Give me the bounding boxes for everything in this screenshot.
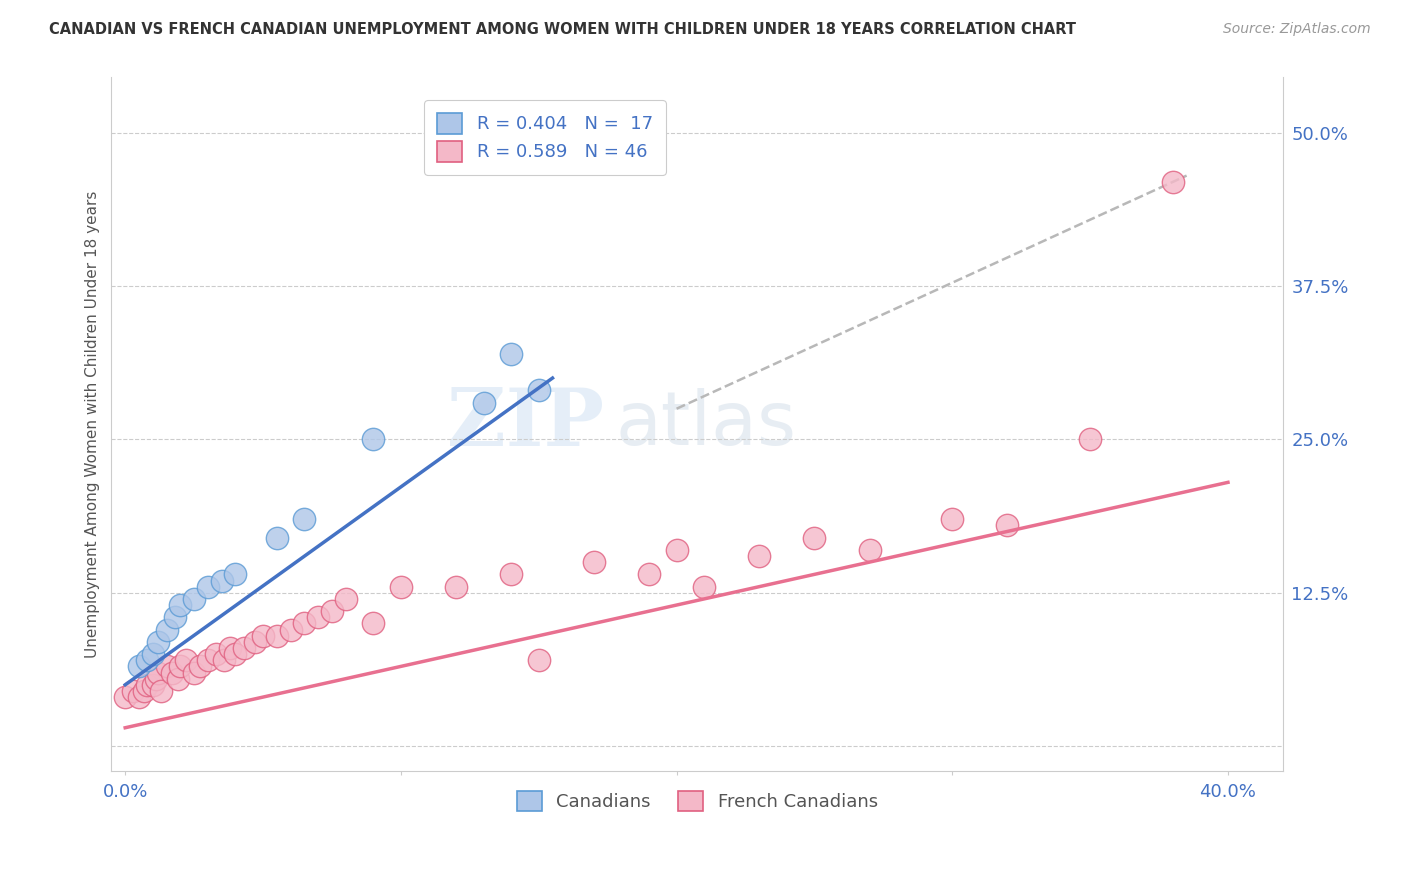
Point <box>527 384 550 398</box>
Point <box>142 647 165 661</box>
Point <box>166 672 188 686</box>
Point <box>252 629 274 643</box>
Point <box>134 684 156 698</box>
Point <box>266 531 288 545</box>
Legend: Canadians, French Canadians: Canadians, French Canadians <box>503 778 890 824</box>
Point <box>145 672 167 686</box>
Point <box>266 629 288 643</box>
Point <box>174 653 197 667</box>
Point <box>997 518 1019 533</box>
Point <box>188 659 211 673</box>
Point <box>363 433 385 447</box>
Point <box>155 659 177 673</box>
Point <box>169 659 191 673</box>
Point <box>214 653 236 667</box>
Text: ZIP: ZIP <box>447 385 603 463</box>
Point <box>363 616 385 631</box>
Point <box>122 684 145 698</box>
Point <box>501 346 523 360</box>
Point <box>160 665 183 680</box>
Point <box>128 659 150 673</box>
Point <box>163 610 186 624</box>
Point <box>748 549 770 563</box>
Point <box>148 665 170 680</box>
Point <box>205 647 228 661</box>
Point <box>224 567 246 582</box>
Text: CANADIAN VS FRENCH CANADIAN UNEMPLOYMENT AMONG WOMEN WITH CHILDREN UNDER 18 YEAR: CANADIAN VS FRENCH CANADIAN UNEMPLOYMENT… <box>49 22 1076 37</box>
Point <box>219 640 242 655</box>
Point <box>307 610 329 624</box>
Point <box>280 623 302 637</box>
Point <box>128 690 150 704</box>
Point <box>292 616 315 631</box>
Point <box>136 678 159 692</box>
Point <box>183 591 205 606</box>
Point <box>292 512 315 526</box>
Text: atlas: atlas <box>616 387 796 460</box>
Point <box>803 531 825 545</box>
Point <box>321 604 343 618</box>
Point <box>582 555 605 569</box>
Point <box>444 580 467 594</box>
Point <box>183 665 205 680</box>
Point <box>155 623 177 637</box>
Point <box>941 512 963 526</box>
Point <box>114 690 136 704</box>
Point <box>858 542 880 557</box>
Point <box>197 653 219 667</box>
Point <box>1161 175 1184 189</box>
Point <box>665 542 688 557</box>
Y-axis label: Unemployment Among Women with Children Under 18 years: Unemployment Among Women with Children U… <box>86 190 100 657</box>
Point <box>211 574 233 588</box>
Point <box>224 647 246 661</box>
Point <box>693 580 716 594</box>
Point <box>501 567 523 582</box>
Point <box>243 635 266 649</box>
Point <box>472 395 495 409</box>
Point <box>232 640 254 655</box>
Point <box>142 678 165 692</box>
Point <box>197 580 219 594</box>
Point <box>335 591 357 606</box>
Point <box>638 567 661 582</box>
Point <box>150 684 173 698</box>
Point <box>136 653 159 667</box>
Point <box>1078 433 1101 447</box>
Point <box>389 580 412 594</box>
Point <box>169 598 191 612</box>
Text: Source: ZipAtlas.com: Source: ZipAtlas.com <box>1223 22 1371 37</box>
Point <box>148 635 170 649</box>
Point <box>527 653 550 667</box>
